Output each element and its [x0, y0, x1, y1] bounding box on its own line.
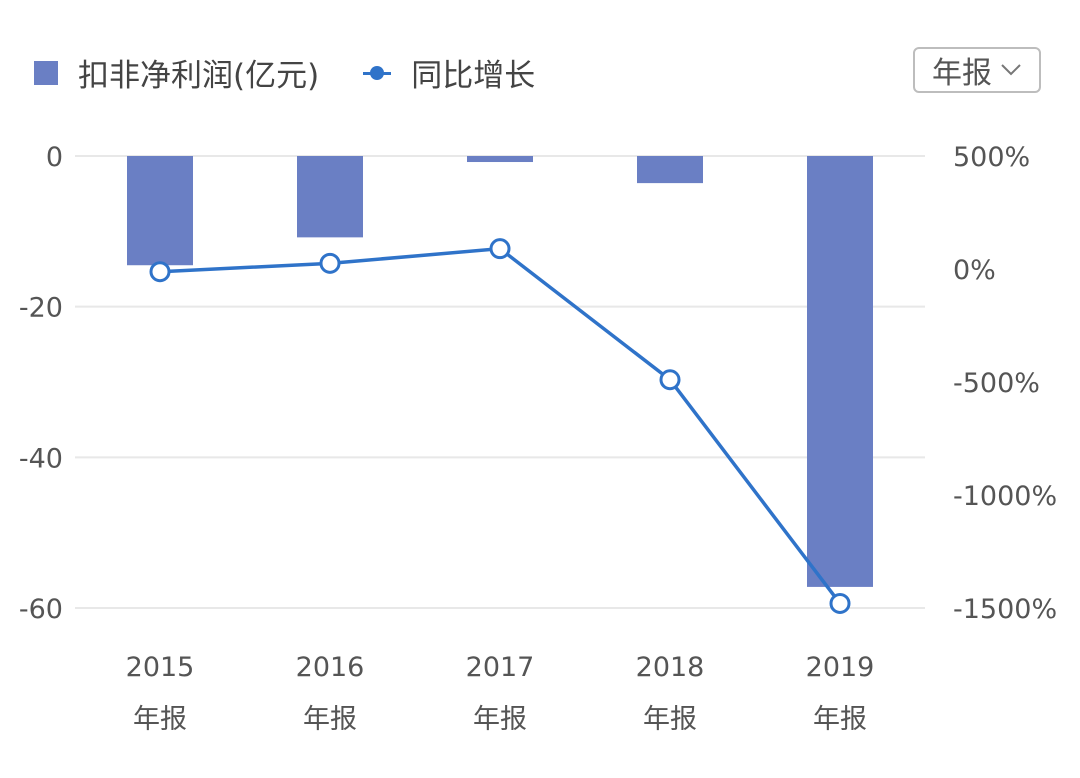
legend-item-bar[interactable]: 扣非净利润(亿元) — [34, 50, 319, 95]
x-tick-label: 2019 — [806, 652, 875, 683]
bar — [297, 156, 363, 238]
period-selector-label: 年报 — [932, 56, 992, 91]
bar — [807, 156, 873, 587]
legend-item-line[interactable]: 同比增长 — [363, 50, 535, 95]
y-right-tick-label: -1500% — [953, 594, 1057, 625]
y-right-tick-label: -500% — [953, 368, 1040, 399]
x-tick-label: 2016 — [296, 652, 365, 683]
line-point — [149, 261, 171, 283]
x-tick-label: 2015 — [126, 652, 195, 683]
bar — [467, 156, 533, 163]
x-tick-sublabel: 年报 — [643, 704, 697, 735]
y-right-tick-label: 0% — [953, 255, 996, 286]
x-tick-sublabel: 年报 — [473, 704, 527, 735]
x-tick-sublabel: 年报 — [813, 704, 867, 735]
chart-legend: 扣非净利润(亿元) 同比增长 — [34, 50, 579, 95]
y-left-tick-label: 0 — [46, 142, 63, 173]
x-tick-label: 2018 — [636, 652, 705, 683]
x-tick-label: 2017 — [466, 652, 535, 683]
bar — [127, 156, 193, 266]
legend-bar-label: 扣非净利润(亿元) — [78, 58, 320, 94]
y-left-tick-label: -20 — [19, 293, 63, 324]
y-left-tick-label: -60 — [19, 594, 63, 625]
line-point — [489, 238, 511, 260]
chevron-down-icon — [1001, 64, 1021, 76]
legend-line-swatch — [363, 61, 392, 85]
line-point — [319, 252, 341, 274]
y-left-tick-label: -40 — [19, 443, 63, 474]
line-point — [829, 592, 851, 614]
x-tick-sublabel: 年报 — [133, 704, 187, 735]
period-selector[interactable]: 年报 — [913, 47, 1041, 93]
growth-line — [159, 246, 842, 605]
legend-line-label: 同比增长 — [411, 58, 536, 94]
legend-bar-swatch — [34, 60, 58, 85]
y-right-tick-label: -1000% — [953, 481, 1057, 512]
x-tick-sublabel: 年报 — [303, 704, 357, 735]
line-point — [659, 369, 681, 391]
bar — [637, 156, 703, 184]
y-right-tick-label: 500% — [953, 142, 1030, 173]
